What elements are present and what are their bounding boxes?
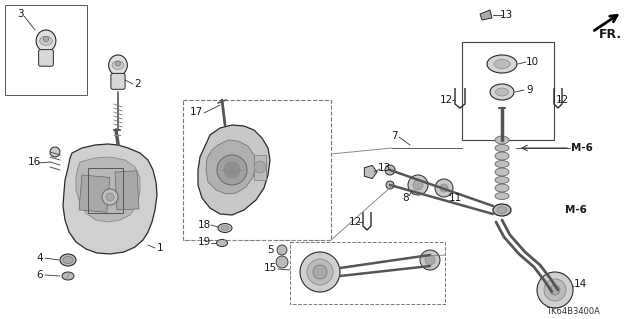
Ellipse shape (493, 204, 511, 216)
Text: 13: 13 (378, 163, 390, 173)
Bar (88, 168, 123, 213)
Bar (183, 100, 331, 240)
Bar (79, 175, 110, 212)
FancyBboxPatch shape (111, 73, 125, 89)
Text: 18: 18 (197, 220, 211, 230)
Text: 3: 3 (17, 9, 23, 19)
Circle shape (300, 252, 340, 292)
Circle shape (537, 272, 573, 308)
Bar (5, 5, 87, 95)
Circle shape (277, 245, 287, 255)
Text: 16: 16 (28, 157, 40, 167)
Text: 4: 4 (36, 253, 44, 263)
Circle shape (544, 279, 566, 301)
Circle shape (425, 255, 435, 265)
Circle shape (217, 155, 247, 185)
Circle shape (313, 265, 327, 279)
Circle shape (44, 36, 49, 42)
Ellipse shape (221, 226, 229, 231)
Text: 7: 7 (390, 131, 397, 141)
Ellipse shape (62, 272, 74, 280)
Polygon shape (364, 165, 377, 179)
Text: 12: 12 (556, 95, 568, 105)
Circle shape (440, 184, 448, 192)
Circle shape (106, 193, 114, 201)
Ellipse shape (495, 192, 509, 199)
Bar (254, 155, 266, 180)
Text: 5: 5 (267, 245, 273, 255)
Circle shape (50, 147, 60, 157)
Text: 15: 15 (264, 263, 276, 273)
FancyBboxPatch shape (38, 49, 53, 66)
Polygon shape (198, 125, 270, 215)
Text: M-6: M-6 (571, 143, 593, 153)
Ellipse shape (495, 168, 509, 176)
Ellipse shape (40, 36, 52, 45)
Ellipse shape (495, 184, 509, 192)
Text: M-6: M-6 (565, 205, 587, 215)
Ellipse shape (495, 160, 509, 167)
Text: TK64B3400A: TK64B3400A (546, 308, 600, 316)
Ellipse shape (495, 136, 509, 144)
Circle shape (386, 181, 394, 189)
Text: 2: 2 (134, 79, 141, 89)
Polygon shape (63, 144, 157, 254)
Text: 19: 19 (197, 237, 211, 247)
Text: 14: 14 (573, 279, 587, 289)
Text: 12: 12 (348, 217, 362, 227)
Text: 12: 12 (440, 95, 452, 105)
Ellipse shape (36, 30, 56, 52)
Ellipse shape (218, 224, 232, 233)
Bar (115, 171, 139, 210)
Circle shape (550, 285, 560, 295)
Ellipse shape (216, 240, 227, 247)
Text: 11: 11 (449, 193, 461, 203)
Ellipse shape (497, 206, 507, 213)
Ellipse shape (495, 152, 509, 160)
Text: FR.: FR. (598, 27, 621, 41)
Ellipse shape (495, 145, 509, 152)
Circle shape (435, 179, 453, 197)
Circle shape (102, 189, 118, 205)
Ellipse shape (60, 254, 76, 266)
Polygon shape (206, 140, 256, 194)
Polygon shape (480, 10, 492, 20)
Bar (462, 42, 554, 140)
Circle shape (276, 256, 288, 268)
Text: 1: 1 (157, 243, 163, 253)
Ellipse shape (495, 176, 509, 183)
Circle shape (420, 250, 440, 270)
Ellipse shape (495, 88, 509, 96)
Ellipse shape (112, 61, 124, 70)
Ellipse shape (487, 55, 517, 73)
Circle shape (224, 162, 240, 178)
Circle shape (413, 180, 423, 190)
Text: 10: 10 (525, 57, 539, 67)
Text: 9: 9 (527, 85, 533, 95)
Circle shape (385, 165, 395, 175)
Ellipse shape (63, 256, 73, 263)
Circle shape (254, 161, 266, 173)
Circle shape (115, 61, 120, 66)
Text: 17: 17 (189, 107, 203, 117)
Text: 6: 6 (36, 270, 44, 280)
Ellipse shape (494, 60, 510, 69)
Ellipse shape (490, 84, 514, 100)
Polygon shape (76, 157, 140, 222)
Ellipse shape (109, 55, 127, 75)
Circle shape (408, 175, 428, 195)
Text: 13: 13 (499, 10, 513, 20)
Bar (290, 242, 445, 304)
Circle shape (307, 259, 333, 285)
Text: 8: 8 (403, 193, 410, 203)
